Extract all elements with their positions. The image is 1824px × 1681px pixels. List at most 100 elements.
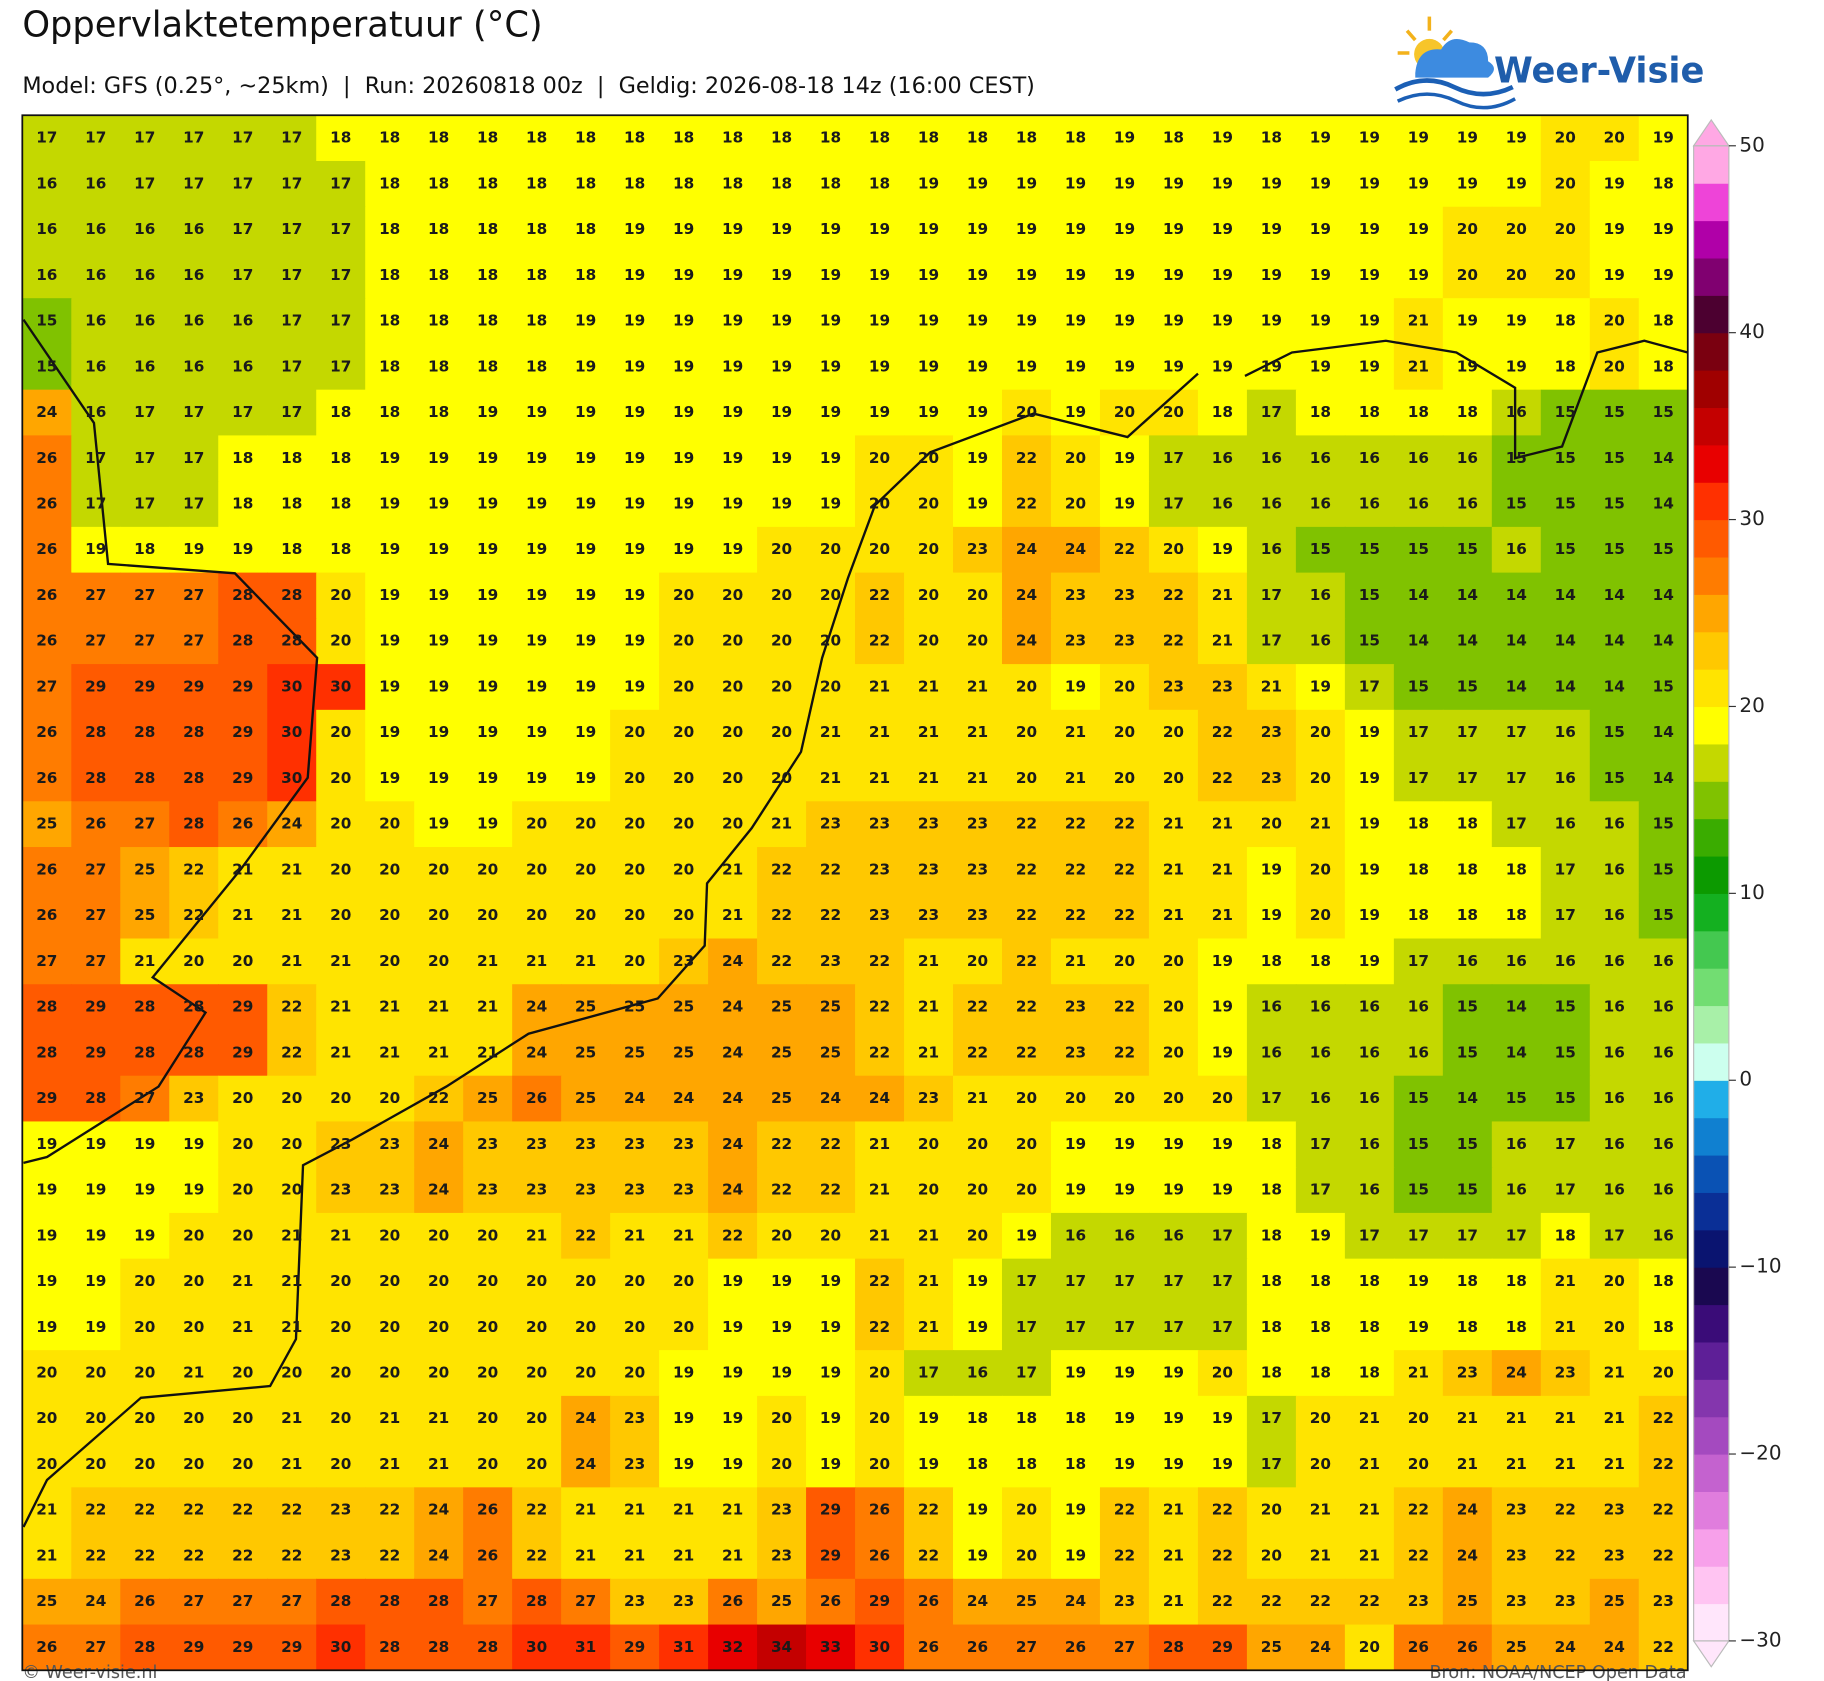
temperature-cell [855,252,905,299]
temperature-cell [757,343,807,391]
temperature-cell [463,298,513,345]
temperature-label: 20 [1016,1135,1037,1153]
temperature-label: 19 [722,357,743,375]
temperature-label: 21 [281,952,302,970]
temperature-label: 15 [1653,677,1674,695]
temperature-label: 26 [722,1592,743,1610]
temperature-cell [463,115,513,162]
temperature-label: 19 [1408,220,1429,238]
temperature-label: 22 [1016,860,1037,878]
temperature-label: 21 [1408,1363,1429,1381]
temperature-cell [71,252,121,299]
temperature-cell [953,1121,1003,1168]
temperature-cell [1148,664,1199,711]
temperature-cell [22,1167,73,1214]
temperature-label: 17 [1261,632,1282,650]
temperature-cell [1295,115,1346,162]
temperature-label: 21 [477,952,498,970]
temperature-cell [365,1212,415,1260]
temperature-cell [169,1075,219,1123]
temperature-label: 20 [232,1455,253,1473]
temperature-cell [169,1350,219,1397]
temperature-cell [1393,1258,1444,1306]
temperature-cell [1246,343,1297,391]
temperature-label: 25 [1016,1592,1037,1610]
temperature-label: 16 [1653,1181,1674,1199]
temperature-cell [365,664,415,711]
temperature-label: 23 [673,952,694,970]
temperature-cell [757,526,807,574]
temperature-label: 17 [1555,860,1576,878]
temperature-label: 19 [1114,1409,1135,1427]
temperature-label: 19 [1506,357,1527,375]
temperature-label: 19 [1065,1135,1086,1153]
temperature-label: 21 [918,1226,939,1244]
temperature-cell [1148,1121,1199,1168]
temperature-label: 19 [379,449,400,467]
temperature-label: 19 [1408,174,1429,192]
temperature-label: 22 [1653,1638,1674,1656]
temperature-cell [561,1258,611,1306]
temperature-cell [659,1395,709,1443]
temperature-label: 15 [1457,1181,1478,1199]
temperature-label: 18 [526,220,547,238]
temperature-cell [855,1258,905,1306]
temperature-label: 18 [477,357,498,375]
temperature-cell [365,709,415,757]
temperature-label: 21 [526,1226,547,1244]
temperature-label: 20 [918,1181,939,1199]
temperature-cell [512,1395,562,1443]
temperature-label: 24 [673,1089,694,1107]
temperature-cell [757,572,807,620]
temperature-cell [855,755,905,802]
temperature-cell [22,1029,73,1077]
temperature-label: 20 [1261,1546,1282,1564]
temperature-cell [169,1212,219,1260]
temperature-cell [904,709,954,757]
temperature-label: 22 [1114,1043,1135,1061]
temperature-label: 16 [1261,495,1282,513]
temperature-cell [1540,984,1591,1031]
temperature-cell [1246,389,1297,437]
temperature-label: 29 [1212,1638,1233,1656]
temperature-label: 20 [428,1226,449,1244]
temperature-cell [169,160,219,208]
temperature-cell [1393,984,1444,1031]
colorbar-band [1693,1454,1729,1492]
temperature-label: 14 [1555,677,1576,695]
logo-cloud [1415,39,1494,78]
temperature-label: 22 [820,906,841,924]
temperature-cell [512,801,562,848]
temperature-label: 19 [1359,769,1380,787]
temperature-cell [953,572,1003,620]
temperature-label: 19 [1065,266,1086,284]
temperature-label: 21 [869,677,890,695]
temperature-label: 19 [820,449,841,467]
temperature-cell [218,1029,268,1077]
temperature-label: 24 [428,1501,449,1519]
temperature-cell [1246,1258,1297,1306]
temperature-cell [1638,892,1689,940]
temperature-cell [1540,206,1591,254]
temperature-cell [953,984,1003,1031]
temperature-label: 15 [1604,723,1625,741]
temperature-label: 19 [1065,312,1086,330]
temperature-label: 22 [134,1501,155,1519]
temperature-label: 19 [428,586,449,604]
temperature-label: 19 [722,1363,743,1381]
temperature-label: 17 [1212,1318,1233,1336]
temperature-cell [463,252,513,299]
temperature-cell [71,115,121,162]
temperature-label: 17 [232,129,253,147]
temperature-label: 17 [85,495,106,513]
temperature-label: 19 [1457,129,1478,147]
temperature-cell [708,755,758,802]
temperature-cell [22,938,73,985]
temperature-cell [365,435,415,482]
temperature-label: 29 [134,677,155,695]
temperature-label: 18 [1065,129,1086,147]
temperature-label: 16 [1310,998,1331,1016]
temperature-label: 25 [134,906,155,924]
temperature-label: 14 [1653,632,1674,650]
temperature-cell [512,1350,562,1397]
